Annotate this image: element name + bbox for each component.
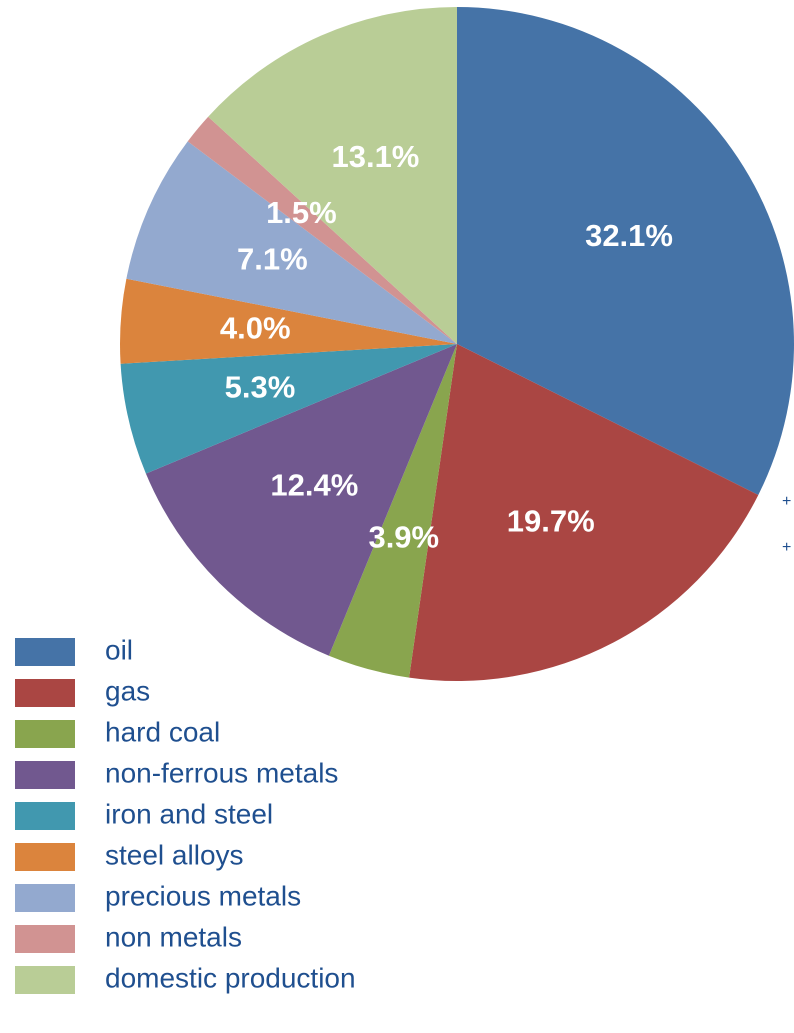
legend-label: oil — [105, 634, 133, 665]
legend-label: hard coal — [105, 716, 220, 747]
pie-slice — [187, 116, 458, 344]
legend-label: domestic production — [105, 962, 356, 993]
annotation: + — [782, 539, 791, 556]
legend-label: steel alloys — [105, 839, 244, 870]
legend-swatch — [15, 884, 75, 912]
pie-slice — [120, 278, 458, 364]
pie-slice — [409, 344, 759, 681]
value-label: 4.0% — [220, 310, 291, 345]
pie-slice — [457, 7, 794, 495]
value-label: 19.7% — [507, 503, 595, 538]
pie-slice — [145, 344, 457, 656]
legend-swatch — [15, 802, 75, 830]
value-label: 5.3% — [225, 370, 296, 405]
pie-slice — [120, 344, 457, 474]
pie-slice — [208, 7, 457, 344]
legend-swatch — [15, 966, 75, 994]
legend-label: gas — [105, 675, 150, 706]
legend-swatch — [15, 761, 75, 789]
value-label: 13.1% — [331, 139, 419, 174]
legend-label: precious metals — [105, 880, 301, 911]
legend-label: non-ferrous metals — [105, 757, 338, 788]
legend-swatch — [15, 843, 75, 871]
annotation: + — [782, 493, 791, 510]
value-label: 7.1% — [237, 242, 308, 277]
legend-swatch — [15, 679, 75, 707]
value-label: 1.5% — [266, 195, 337, 230]
legend-label: non metals — [105, 921, 242, 952]
legend-swatch — [15, 925, 75, 953]
value-label: 32.1% — [585, 218, 673, 253]
pie-slice — [126, 141, 457, 344]
legend-swatch — [15, 720, 75, 748]
legend-swatch — [15, 638, 75, 666]
legend-label: iron and steel — [105, 798, 273, 829]
value-label: 12.4% — [270, 468, 358, 503]
pie-slice — [328, 344, 457, 678]
value-label: 3.9% — [368, 519, 439, 554]
